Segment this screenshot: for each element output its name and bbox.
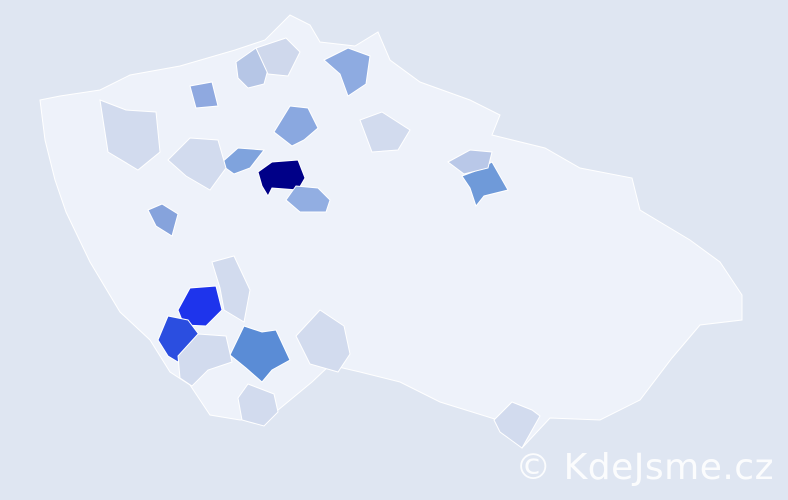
- district-south-5[interactable]: [177, 333, 233, 387]
- district-west-3[interactable]: [167, 137, 227, 191]
- district-north-1[interactable]: [273, 105, 319, 147]
- district-central-south[interactable]: [285, 185, 331, 213]
- district-south-3[interactable]: [295, 309, 351, 373]
- district-west-2[interactable]: [99, 99, 161, 171]
- district-south-2[interactable]: [211, 255, 251, 323]
- district-north-west-3[interactable]: [255, 37, 301, 77]
- watermark: © KdeJsme.cz: [515, 447, 774, 488]
- district-north-3[interactable]: [359, 111, 411, 153]
- district-north-2[interactable]: [323, 47, 371, 97]
- district-south-4[interactable]: [237, 383, 279, 427]
- country-outline: [39, 14, 743, 449]
- district-central-west[interactable]: [219, 147, 265, 175]
- district-west-1[interactable]: [147, 203, 179, 237]
- district-south-1[interactable]: [229, 325, 291, 383]
- district-south-east-1[interactable]: [493, 401, 541, 449]
- district-north-west-1[interactable]: [189, 81, 219, 109]
- district-north-east-2[interactable]: [447, 149, 493, 175]
